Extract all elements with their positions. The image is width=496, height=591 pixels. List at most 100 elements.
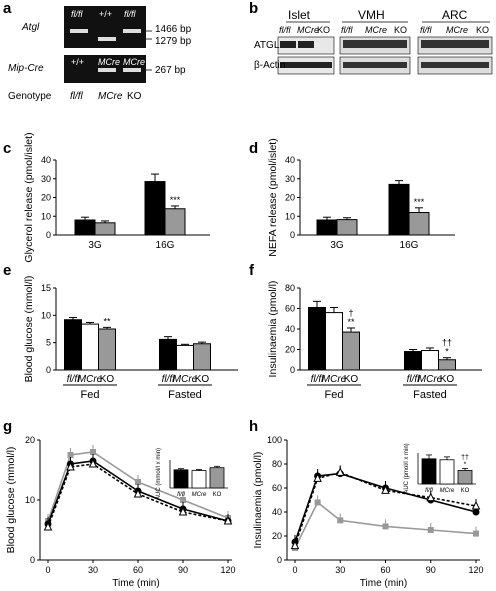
y-tick-label: 40 bbox=[272, 507, 282, 517]
y-tick-label: 0 bbox=[30, 555, 35, 565]
y-tick-label: 60 bbox=[272, 483, 282, 493]
x-tick-label: 120 bbox=[468, 565, 483, 575]
y-tick-label: 0 bbox=[290, 365, 295, 375]
data-point bbox=[381, 485, 390, 494]
series-line bbox=[294, 471, 477, 546]
significance-mark: ** bbox=[347, 317, 355, 327]
y-tick-label: 0 bbox=[290, 230, 295, 240]
y-tick-label: 20 bbox=[272, 531, 282, 541]
x-category-label: 3G bbox=[330, 240, 344, 251]
bar bbox=[193, 343, 211, 371]
significance-mark: * bbox=[445, 347, 449, 357]
gel-lane-label: fl/fl bbox=[71, 9, 83, 19]
gel-lane-label: fl/fl bbox=[124, 9, 136, 19]
series-line bbox=[47, 460, 229, 525]
bar bbox=[164, 208, 186, 236]
x-lane-label: MCre bbox=[418, 374, 443, 385]
inset-x-label: KO bbox=[461, 488, 470, 494]
x-tick-label: 60 bbox=[380, 565, 390, 575]
significance-mark: †† bbox=[461, 455, 469, 462]
x-category-label: 16G bbox=[156, 240, 175, 251]
significance-mark: * bbox=[464, 462, 467, 469]
inset-bar bbox=[209, 467, 225, 489]
y-tick-label: 10 bbox=[25, 495, 35, 505]
bar bbox=[94, 222, 116, 236]
y-tick-label: 100 bbox=[267, 435, 282, 445]
genotype-label: Genotype bbox=[8, 91, 52, 102]
bar bbox=[74, 219, 96, 236]
y-tick-label: 20 bbox=[41, 193, 51, 203]
gene-label-atgl: Atgl bbox=[22, 22, 40, 33]
x-tick-label: 30 bbox=[88, 565, 98, 575]
significance-mark: *** bbox=[414, 197, 425, 207]
blot-lane-label: fl/fl bbox=[420, 25, 432, 35]
bar bbox=[81, 323, 99, 371]
x-lane-label: fl/fl bbox=[162, 374, 176, 385]
y-tick-label: 5 bbox=[46, 338, 51, 348]
data-point bbox=[337, 517, 344, 524]
x-group-label: Fed bbox=[81, 389, 100, 401]
protein-label-actin: β-Actin bbox=[254, 60, 286, 71]
y-tick-label: 20 bbox=[285, 345, 295, 355]
y-axis-label: Blood glucose (mmol/l) bbox=[23, 276, 35, 383]
bar bbox=[159, 338, 177, 371]
gel-lane-label: +/+ bbox=[71, 57, 85, 67]
tissue-label-vmh: VMH bbox=[358, 8, 385, 22]
significance-mark: †† bbox=[442, 338, 452, 348]
x-lane-label: KO bbox=[440, 374, 455, 385]
y-tick-label: 20 bbox=[25, 435, 35, 445]
x-axis-label: Time (min) bbox=[112, 578, 159, 589]
data-point bbox=[133, 488, 143, 498]
y-tick-label: 40 bbox=[285, 155, 295, 165]
data-point bbox=[178, 506, 188, 516]
inset-y-label: AUC (mmol/l x min) bbox=[156, 448, 162, 500]
gel-lane-label: MCre bbox=[98, 57, 120, 67]
tissue-label-islet: Islet bbox=[288, 8, 311, 22]
significance-mark: † bbox=[348, 308, 353, 318]
y-tick-label: 20 bbox=[285, 193, 295, 203]
data-point bbox=[88, 458, 98, 468]
x-tick-label: 120 bbox=[220, 565, 235, 575]
panel-letter-h: h bbox=[249, 418, 259, 435]
gel-lane-label: +/+ bbox=[99, 9, 113, 19]
bar bbox=[342, 331, 360, 371]
y-axis-label: Insulinaemia (pmol/l) bbox=[252, 452, 264, 549]
data-point bbox=[335, 467, 345, 476]
x-lane-label: KO bbox=[344, 374, 359, 385]
y-tick-label: 80 bbox=[285, 283, 295, 293]
y-tick-label: 0 bbox=[46, 365, 51, 375]
inset-bar bbox=[457, 470, 473, 485]
x-category-label: 16G bbox=[400, 240, 419, 251]
panel-letter-g: g bbox=[3, 418, 13, 435]
x-lane-label: fl/fl bbox=[311, 374, 325, 385]
inset-x-label: fl/fl bbox=[177, 492, 185, 498]
x-lane-label: MCre bbox=[78, 374, 103, 385]
band-size: 1279 bp bbox=[155, 36, 192, 47]
blot-lane-label: KO bbox=[476, 25, 490, 35]
y-tick-label: 10 bbox=[285, 211, 295, 221]
x-lane-label: MCre bbox=[322, 374, 347, 385]
tissue-label-arc: ARC bbox=[442, 8, 468, 22]
y-tick-label: 0 bbox=[46, 230, 51, 240]
y-tick-label: 80 bbox=[272, 459, 282, 469]
data-point bbox=[290, 540, 300, 550]
y-axis-label: Glycerol release (pmol/islet) bbox=[23, 132, 35, 262]
bar bbox=[316, 219, 338, 236]
inset-bar bbox=[439, 459, 455, 485]
y-tick-label: 0 bbox=[277, 555, 282, 565]
bar bbox=[325, 312, 343, 371]
inset-x-label: fl/fl bbox=[425, 488, 433, 494]
x-lane-label: MCre bbox=[173, 374, 198, 385]
blot-lane-label: KO bbox=[394, 25, 408, 35]
x-category-label: 3G bbox=[88, 240, 102, 251]
blot-lane-label: MCre bbox=[446, 25, 468, 35]
series-line bbox=[294, 501, 477, 549]
x-lane-label: fl/fl bbox=[67, 374, 81, 385]
x-lane-label: KO bbox=[195, 374, 210, 385]
inset-bar bbox=[191, 470, 207, 489]
data-point bbox=[223, 515, 233, 525]
y-tick-label: 30 bbox=[285, 174, 295, 184]
data-point bbox=[90, 449, 96, 455]
data-point bbox=[67, 452, 74, 458]
